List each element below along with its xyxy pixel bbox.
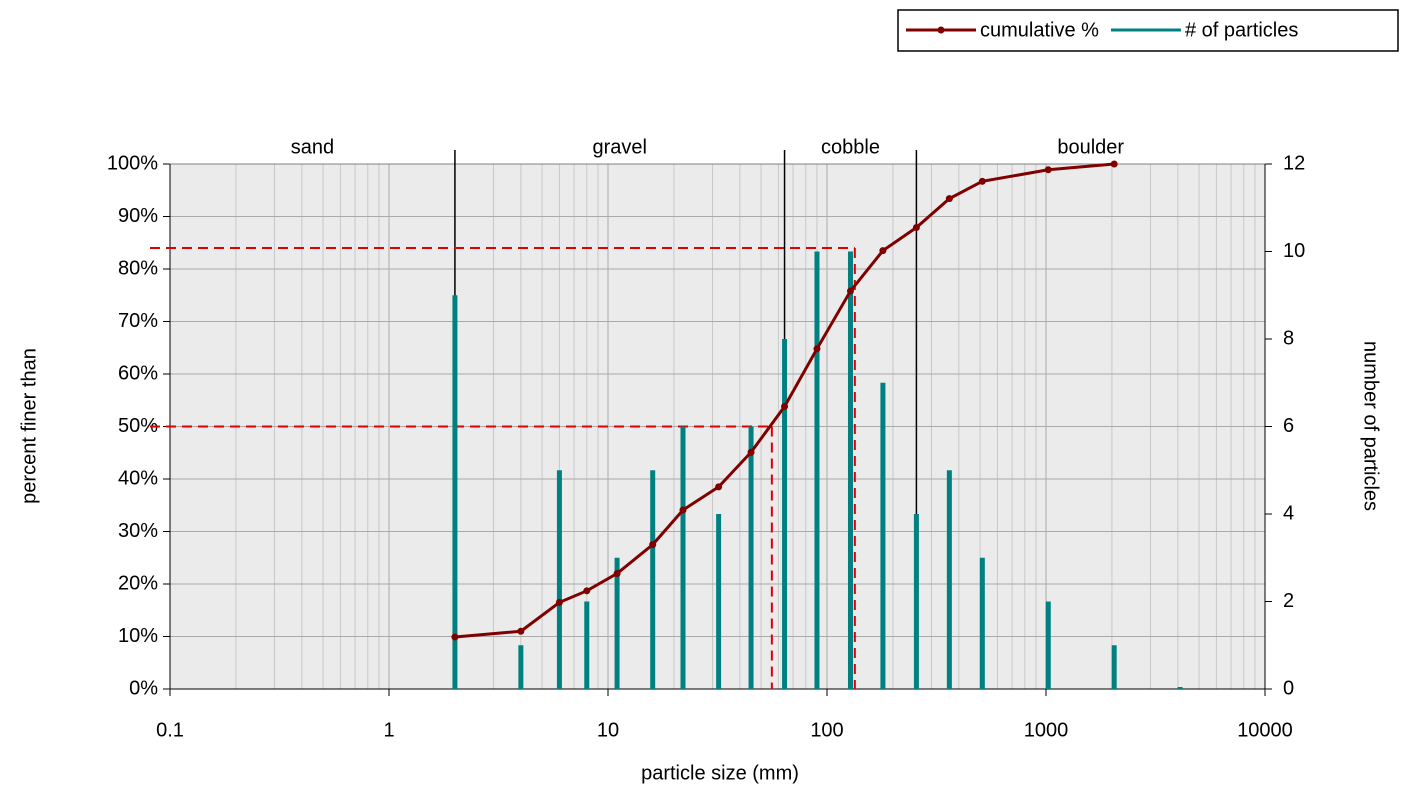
y-tick-label: 80% bbox=[118, 257, 158, 279]
bar bbox=[680, 426, 686, 689]
bar bbox=[847, 251, 853, 689]
x-tick-label: 10000 bbox=[1237, 719, 1293, 741]
point bbox=[945, 195, 953, 203]
bar bbox=[518, 645, 524, 689]
bar bbox=[556, 470, 562, 689]
point bbox=[649, 541, 657, 549]
legend-label: # of particles bbox=[1185, 19, 1298, 41]
bar bbox=[1045, 601, 1051, 689]
point bbox=[978, 177, 986, 185]
point bbox=[451, 633, 459, 641]
point bbox=[879, 247, 887, 255]
bar bbox=[946, 470, 952, 689]
y-tick-label: 100% bbox=[107, 152, 158, 174]
y-tick-label: 70% bbox=[118, 310, 158, 332]
point bbox=[912, 224, 920, 232]
y-tick-label: 90% bbox=[118, 205, 158, 227]
bar bbox=[913, 514, 919, 689]
y-tick-label: 30% bbox=[118, 520, 158, 542]
x-tick-label: 100 bbox=[810, 719, 843, 741]
point bbox=[1044, 166, 1052, 174]
bar bbox=[716, 514, 722, 689]
zone-label: cobble bbox=[821, 136, 880, 158]
point bbox=[747, 448, 755, 456]
y2-tick-label: 6 bbox=[1283, 415, 1294, 437]
point bbox=[583, 587, 591, 595]
bar bbox=[614, 557, 620, 689]
zone-label: sand bbox=[291, 136, 334, 158]
bar bbox=[584, 601, 590, 689]
zone-label: gravel bbox=[592, 136, 646, 158]
y-tick-label: 40% bbox=[118, 467, 158, 489]
point bbox=[1110, 160, 1118, 168]
bar bbox=[1111, 645, 1117, 689]
y2-tick-label: 2 bbox=[1283, 590, 1294, 612]
bar bbox=[782, 339, 788, 689]
x-axis-label: particle size (mm) bbox=[641, 762, 799, 784]
line bbox=[454, 162, 1115, 639]
y2-axis-label: number of particles bbox=[1360, 341, 1382, 511]
point bbox=[715, 483, 723, 491]
point bbox=[813, 345, 821, 353]
x-tick-label: 0.1 bbox=[156, 719, 184, 741]
y-tick-label: 0% bbox=[129, 677, 158, 699]
bar bbox=[814, 251, 820, 689]
y2-tick-label: 8 bbox=[1283, 327, 1294, 349]
y2-tick-label: 10 bbox=[1283, 240, 1305, 262]
y2-tick-label: 12 bbox=[1283, 152, 1305, 174]
legend-marker bbox=[937, 26, 945, 34]
point bbox=[555, 598, 563, 606]
x-tick-label: 10 bbox=[597, 719, 619, 741]
bar bbox=[1177, 687, 1183, 689]
y-axis-label: percent finer than bbox=[18, 348, 40, 504]
y-tick-label: 60% bbox=[118, 362, 158, 384]
y-tick-label: 20% bbox=[118, 572, 158, 594]
bar bbox=[880, 382, 886, 689]
y2-tick-label: 4 bbox=[1283, 502, 1294, 524]
point bbox=[517, 627, 525, 635]
zone-label: boulder bbox=[1057, 136, 1124, 158]
point bbox=[846, 287, 854, 295]
point bbox=[781, 403, 789, 411]
x-tick-label: 1000 bbox=[1024, 719, 1069, 741]
point bbox=[613, 570, 621, 577]
point bbox=[679, 506, 687, 514]
bar bbox=[748, 426, 754, 689]
bar bbox=[452, 295, 458, 689]
legend-label: cumulative % bbox=[980, 19, 1099, 41]
x-tick-label: 1 bbox=[383, 719, 394, 741]
y2-tick-label: 0 bbox=[1283, 677, 1294, 699]
y-tick-label: 10% bbox=[118, 625, 158, 647]
y-tick-label: 50% bbox=[118, 415, 158, 437]
bar bbox=[979, 557, 985, 689]
bar bbox=[650, 470, 656, 689]
